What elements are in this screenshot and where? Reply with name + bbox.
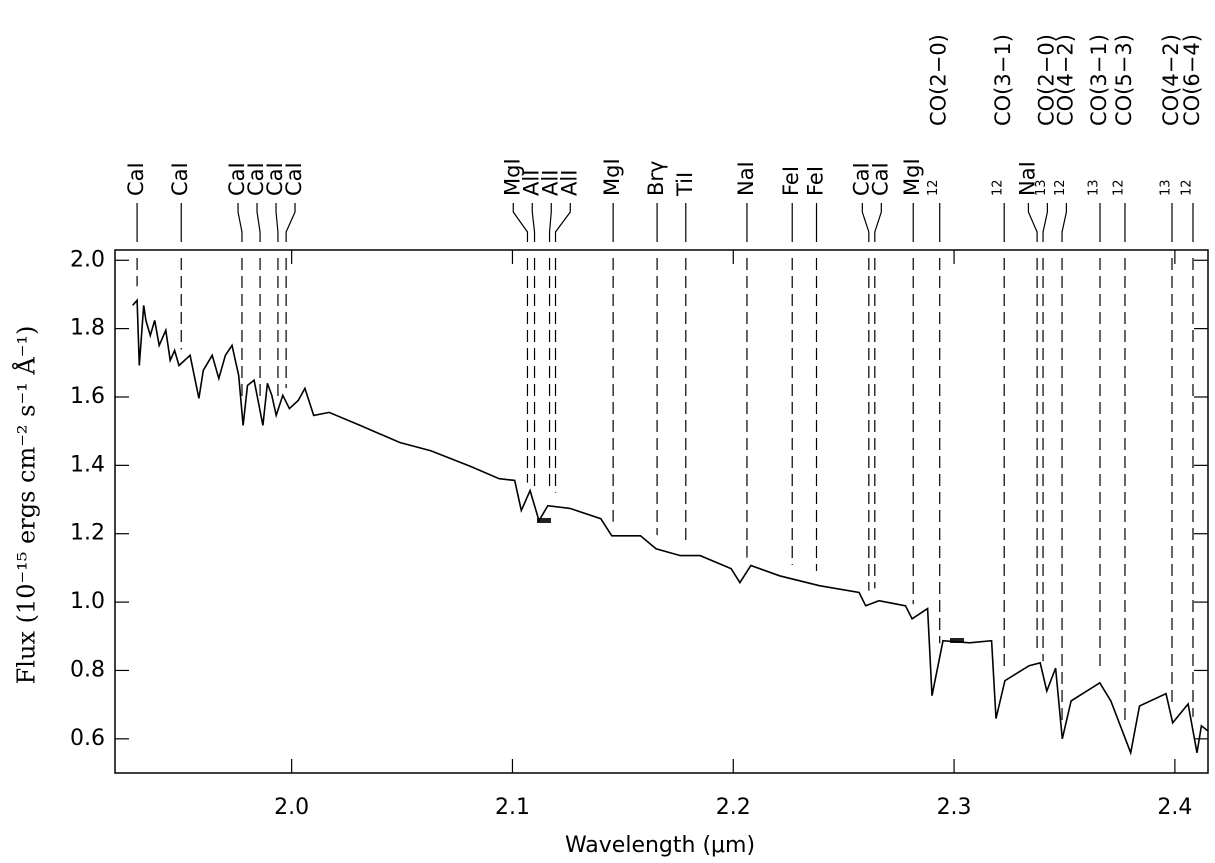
line-label: CaI <box>868 162 892 196</box>
leader-line <box>1027 203 1038 242</box>
line-label: FeI <box>779 166 803 196</box>
line-label: CO(3−1) <box>1087 34 1111 126</box>
line-label: AlI <box>538 170 562 196</box>
line-label: NaI <box>1015 161 1039 196</box>
spectrum-line <box>132 298 1209 756</box>
leader-line <box>256 203 261 242</box>
line-label: CaI <box>282 162 306 196</box>
x-tick-label: 2.4 <box>1157 795 1192 820</box>
marker <box>537 518 551 523</box>
leader-line <box>1042 203 1048 242</box>
line-label: CO(2−0) <box>927 34 951 126</box>
y-tick-label: 2.0 <box>70 247 105 272</box>
leader-line <box>874 203 882 242</box>
y-tick-label: 0.6 <box>70 726 105 751</box>
isotope-label: 12 <box>1111 179 1126 196</box>
isotope-label: 12 <box>1179 179 1194 196</box>
leader-line <box>1061 203 1067 242</box>
y-axis-label: Flux (10⁻¹⁵ ergs cm⁻² s⁻¹ Å⁻¹) <box>12 326 41 685</box>
line-label: CO(3−1) <box>991 34 1015 126</box>
isotope-label: 12 <box>991 179 1006 196</box>
y-tick-label: 1.8 <box>70 316 105 341</box>
isotope-label: 13 <box>1159 179 1174 196</box>
isotope-label: 13 <box>1087 179 1102 196</box>
line-label: AlI <box>557 170 581 196</box>
leader-line <box>531 203 536 242</box>
line-label: MgI <box>600 158 624 196</box>
line-label: CaI <box>263 162 287 196</box>
x-tick-label: 2.2 <box>716 795 751 820</box>
leader-line <box>512 203 529 242</box>
leader-line <box>285 203 296 242</box>
line-label: AlI <box>519 170 543 196</box>
line-label: CaI <box>225 162 249 196</box>
leader-line <box>237 203 243 242</box>
line-label: TiI <box>673 172 697 197</box>
x-tick-label: 2.3 <box>937 795 972 820</box>
isotope-label: 12 <box>926 179 941 196</box>
line-label: CaI <box>244 162 268 196</box>
isotope-label: 13 <box>1034 179 1049 196</box>
line-label: Brγ <box>644 161 668 196</box>
x-tick-label: 2.0 <box>274 795 309 820</box>
line-label: CO(5−3) <box>1112 34 1136 126</box>
y-tick-label: 1.2 <box>70 521 105 546</box>
marker <box>950 638 964 643</box>
line-label: CO(6−4) <box>1180 34 1204 126</box>
line-label: NaI <box>734 161 758 196</box>
leader-line <box>548 203 552 242</box>
x-tick-label: 2.1 <box>495 795 530 820</box>
y-tick-label: 1.0 <box>70 589 105 614</box>
line-label: MgI <box>900 158 924 196</box>
line-label: CO(4−2) <box>1159 34 1183 126</box>
leader-line <box>275 203 279 242</box>
leader-line <box>861 203 870 242</box>
line-label: MgI <box>500 158 524 196</box>
y-tick-label: 1.6 <box>70 384 105 409</box>
line-label: CaI <box>849 162 873 196</box>
y-tick-label: 1.4 <box>70 452 105 477</box>
leader-line <box>554 203 571 242</box>
line-label: FeI <box>804 166 828 196</box>
y-tick-label: 0.8 <box>70 657 105 682</box>
line-label: CaI <box>168 162 192 196</box>
plot-frame <box>114 249 1209 774</box>
x-axis-label: Wavelength (μm) <box>565 833 755 858</box>
line-label: CO(4−2) <box>1053 34 1077 126</box>
isotope-label: 12 <box>1053 179 1068 196</box>
line-label: CO(2−0) <box>1034 34 1058 126</box>
line-label: CaI <box>124 162 148 196</box>
